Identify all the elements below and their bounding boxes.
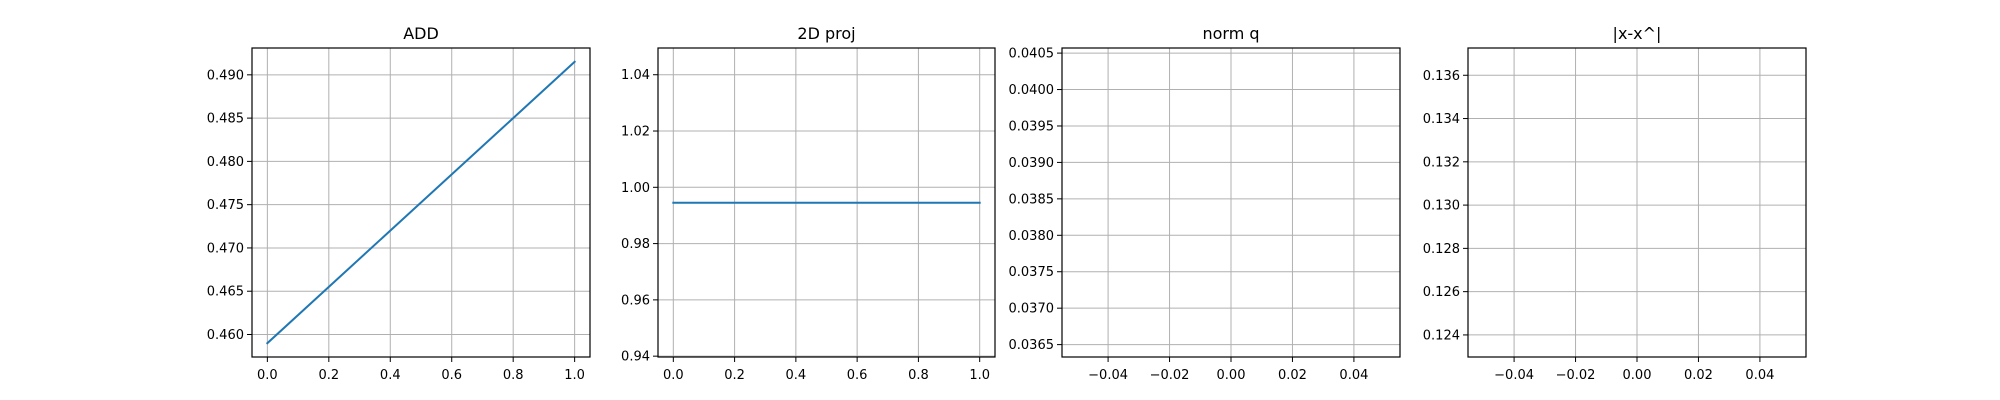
x-tick-label: 0.4 — [786, 368, 807, 383]
x-tick-label: 0.0 — [663, 368, 684, 383]
y-tick-label: 0.128 — [1423, 242, 1460, 257]
x-tick-label: 0.8 — [503, 368, 524, 383]
y-tick-label: 0.96 — [621, 293, 650, 308]
series-line-1 — [265, 60, 577, 345]
x-tick-label: 0.6 — [847, 368, 868, 383]
y-tick-label: 0.0385 — [1009, 192, 1055, 207]
subplot-3: −0.04 −0.02 0.00 0.02 0.04 0.0365 0.0370 0.0375… — [1009, 24, 1401, 383]
x-tick-label: 0.02 — [1278, 368, 1307, 383]
x-tick-label: 0.0 — [257, 368, 278, 383]
x-tick-label: 0.2 — [724, 368, 745, 383]
y-tick-label: 1.02 — [621, 125, 650, 140]
y-tick-label: 0.460 — [207, 328, 244, 343]
chart-title: ADD — [403, 24, 439, 43]
y-tick-label: 0.132 — [1423, 155, 1460, 170]
y-tick-label: 0.0380 — [1009, 229, 1055, 244]
y-tick-label: 0.0400 — [1009, 83, 1055, 98]
chart-title: 2D proj — [797, 24, 855, 43]
y-tick-label: 0.0390 — [1009, 156, 1055, 171]
y-tick-label: 0.0370 — [1009, 302, 1055, 317]
subplot-1: 0.0 0.2 0.4 0.6 0.8 1.0 0.460 0.465 0.470 0.475 0.… — [207, 24, 591, 383]
y-tick-label: 0.485 — [207, 112, 244, 127]
y-tick-label: 0.136 — [1423, 69, 1460, 84]
x-tick-label: 0.8 — [908, 368, 929, 383]
x-tick-label: 0.4 — [380, 368, 401, 383]
y-tick-label: 0.94 — [621, 350, 650, 365]
y-tick-label: 1.00 — [621, 181, 650, 196]
chart-title: |x-x^| — [1613, 24, 1662, 43]
x-tick-label: 0.04 — [1745, 368, 1774, 383]
y-tick-label: 0.0395 — [1009, 119, 1055, 134]
x-tick-label: 0.6 — [441, 368, 462, 383]
y-tick-label: 0.490 — [207, 68, 244, 83]
y-tick-label: 0.0365 — [1009, 338, 1055, 353]
y-tick-label: 1.04 — [621, 68, 650, 83]
y-tick-label: 0.126 — [1423, 285, 1460, 300]
x-tick-label: 0.02 — [1684, 368, 1713, 383]
y-tick-label: 0.480 — [207, 155, 244, 170]
y-tick-label: 0.470 — [207, 241, 244, 256]
y-tick-label: 0.465 — [207, 285, 244, 300]
y-tick-label: 0.98 — [621, 237, 650, 252]
y-tick-label: 0.134 — [1423, 112, 1460, 127]
x-tick-label: −0.04 — [1494, 368, 1534, 383]
y-tick-label: 0.130 — [1423, 199, 1460, 214]
y-tick-label: 0.0375 — [1009, 265, 1055, 280]
y-tick-label: 0.0405 — [1009, 47, 1055, 62]
x-tick-label: −0.04 — [1088, 368, 1128, 383]
chart-title: norm q — [1202, 24, 1259, 43]
x-tick-label: 0.00 — [1217, 368, 1246, 383]
x-tick-label: −0.02 — [1556, 368, 1596, 383]
y-tick-label: 0.475 — [207, 198, 244, 213]
y-tick-label: 0.124 — [1423, 328, 1460, 343]
x-tick-label: 0.2 — [318, 368, 339, 383]
axes-frame — [657, 47, 996, 358]
x-tick-label: −0.02 — [1150, 368, 1190, 383]
axes-frame — [251, 47, 591, 358]
subplot-2: 0.0 0.2 0.4 0.6 0.8 1.0 0.94 0.96 0.98 1.00 1.02 1.… — [621, 24, 996, 383]
x-tick-label: 1.0 — [564, 368, 585, 383]
x-tick-label: 1.0 — [969, 368, 990, 383]
x-tick-label: 0.04 — [1339, 368, 1368, 383]
subplot-4: −0.04 −0.02 0.00 0.02 0.04 0.124 0.126 0.128 0.1… — [1423, 24, 1807, 383]
x-tick-label: 0.00 — [1623, 368, 1652, 383]
